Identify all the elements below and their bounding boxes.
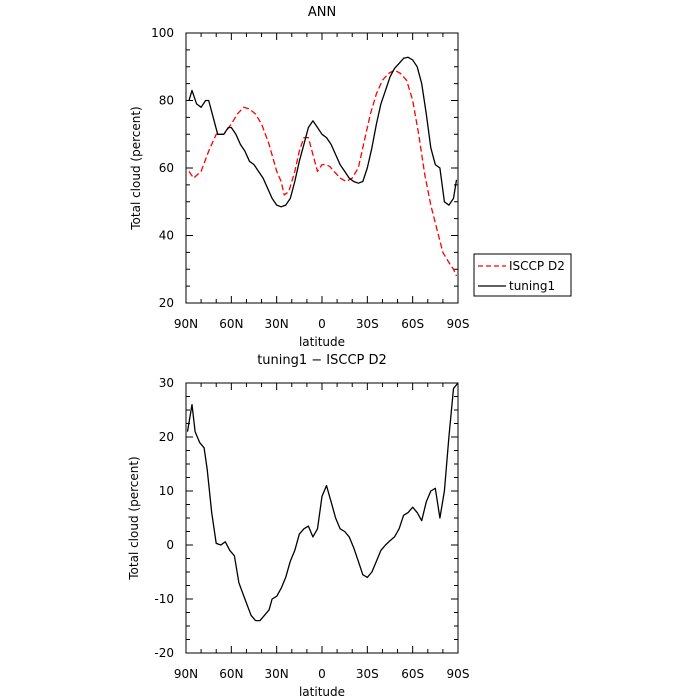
bottom-x-tick-label: 90N [174, 667, 198, 681]
legend-box [473, 253, 572, 297]
top-plot-frame [185, 32, 459, 304]
top-x-tick-label: 30S [356, 317, 379, 331]
top-panel: ANN 90N 60N 30N 0 30S 60S 90S 20 40 60 80 100 lati… [129, 5, 572, 349]
top-y-tick-label: 20 [159, 296, 174, 310]
bottom-y-tick-label: 30 [159, 376, 174, 390]
top-x-tick-label: 60N [219, 317, 243, 331]
top-series-tuning1-line [188, 56, 458, 208]
legend: ISCCP D2 tuning1 [473, 253, 572, 297]
bottom-x-tick-label: 30S [356, 667, 379, 681]
legend-label-isccp: ISCCP D2 [509, 259, 565, 273]
top-x-tick-label: 90N [174, 317, 198, 331]
bottom-x-tick-label: 0 [318, 667, 326, 681]
bottom-x-tick-label: 90S [447, 667, 470, 681]
bottom-x-tick-label: 30N [265, 667, 289, 681]
top-y-tick-label: 100 [151, 26, 174, 40]
bottom-y-tick-label: -10 [154, 592, 174, 606]
bottom-y-tick-label: -20 [154, 646, 174, 660]
top-y-tick-label: 40 [159, 229, 174, 243]
top-x-tick-label: 0 [318, 317, 326, 331]
bottom-x-tick-label: 60N [219, 667, 243, 681]
bottom-chart-title: tuning1 − ISCCP D2 [257, 353, 387, 368]
top-chart-title: ANN [308, 5, 336, 20]
bottom-y-tick-label: 20 [159, 430, 174, 444]
top-x-axis-label: latitude [299, 335, 345, 349]
bottom-panel: tuning1 − ISCCP D2 90N 60N 30N 0 30S 60S 90S -… [127, 353, 469, 699]
top-x-tick-label: 30N [265, 317, 289, 331]
bottom-plot-frame [185, 382, 459, 654]
top-x-tick-label: 60S [401, 317, 424, 331]
top-series-isccp-d2-line [188, 69, 458, 277]
bottom-x-axis-label: latitude [299, 685, 345, 699]
bottom-series-difference-line [186, 382, 459, 622]
top-y-axis-label: Total cloud (percent) [129, 106, 143, 230]
bottom-x-tick-label: 60S [401, 667, 424, 681]
top-x-tick-label: 90S [447, 317, 470, 331]
bottom-y-axis-label: Total cloud (percent) [127, 456, 141, 580]
bottom-y-tick-label: 0 [166, 538, 174, 552]
top-y-tick-label: 60 [159, 161, 174, 175]
bottom-y-tick-label: 10 [159, 484, 174, 498]
top-y-tick-label: 80 [159, 94, 174, 108]
legend-label-tuning1: tuning1 [509, 279, 555, 293]
